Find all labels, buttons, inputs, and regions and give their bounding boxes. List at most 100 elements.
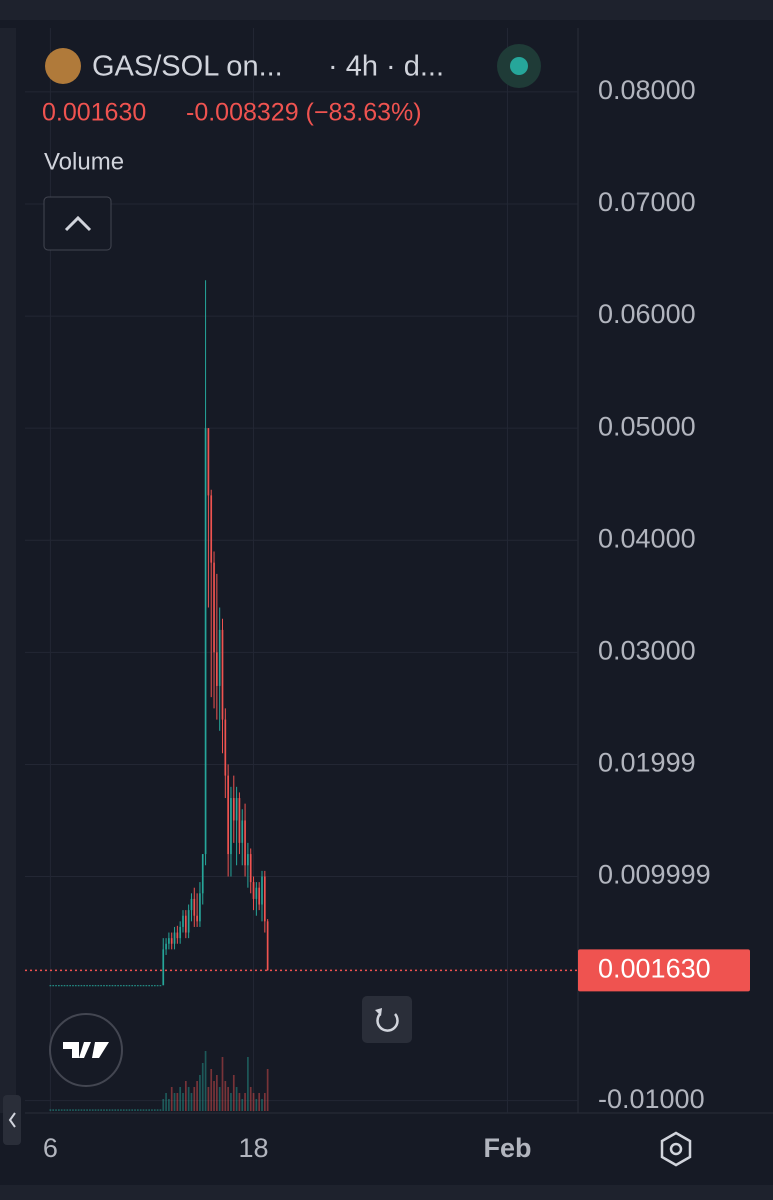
candle-body [128,985,131,987]
candle-body [139,985,142,987]
x-tick-label: Feb [483,1133,531,1163]
settings-icon[interactable] [660,1131,692,1167]
volume-bar [187,1087,190,1111]
candle-body [182,915,184,927]
candle-body [168,938,170,944]
volume-bar [207,1087,210,1111]
grid [25,28,578,1113]
candle-body [207,428,210,496]
volume-bar [55,1109,57,1111]
candle-body [179,926,182,939]
candle-body [131,985,134,987]
candle-body [72,985,74,987]
candle-body [60,985,63,987]
volume-bar [125,1109,128,1111]
volume-bar [238,1093,241,1111]
candle-body [263,876,266,922]
candle-body [184,915,187,933]
volume-bar [179,1087,182,1111]
candle-body [187,910,190,933]
volume-bar [86,1109,88,1111]
volume-bar [108,1109,111,1111]
candle-body [258,887,261,905]
candle-body [108,985,111,987]
volume-bar [156,1109,159,1111]
volume-bar [159,1109,162,1111]
volume-bar [266,1069,269,1111]
volume-bar [190,1093,193,1111]
candle-body [230,798,232,855]
volume-bar [49,1109,52,1111]
volume-bar [139,1109,142,1111]
status-dot [510,57,528,75]
candle-body [94,985,97,987]
volume-bar [216,1075,218,1111]
volume-bar [134,1109,136,1111]
candle-body [249,854,252,883]
candle-body [176,932,179,939]
candle-body [122,985,125,987]
volume-bar [221,1057,224,1111]
price-change: -0.008329 (−83.63%) [186,99,422,127]
volume-bar [77,1109,80,1111]
candle-body [159,985,162,987]
candle-body [213,562,215,653]
candle-body [69,985,71,987]
volume-bar [145,1109,148,1111]
reset-button[interactable] [362,996,412,1043]
volume-bar [184,1081,187,1111]
collapse-button[interactable] [43,196,112,251]
volume-bar [244,1093,246,1111]
volume-bar [137,1109,139,1111]
candle-body [216,652,218,686]
candle-body [100,985,103,987]
volume-bar [196,1081,198,1111]
candle-body [201,854,204,894]
side-tab[interactable] [3,1095,21,1145]
reset-icon [376,1013,399,1032]
candle-body [55,985,57,987]
volume-bar [103,1109,105,1111]
volume-bar [63,1109,66,1111]
candle-body [97,985,100,987]
candle-body [170,938,173,944]
candle-body [252,882,255,899]
x-tick-label: 6 [43,1133,58,1163]
candle-body [111,985,114,987]
last-price: 0.001630 [42,99,146,127]
candle-body [190,898,193,911]
volume-bar [263,1093,266,1111]
candle-body [151,985,153,987]
candle-body [227,775,229,855]
volume-bar [114,1109,117,1111]
candle-body [196,915,198,922]
candle-body [210,495,213,563]
volume-bar [210,1069,213,1111]
candle-body [244,820,246,866]
interval: · 4h · d... [328,51,444,83]
volume-bar [213,1081,215,1111]
volume-bar [201,1063,204,1111]
volume-bar [120,1109,122,1111]
volume-bar [204,1051,207,1111]
volume-bar [69,1109,71,1111]
candle-body [86,985,88,987]
plot [25,280,578,1111]
left-panel [0,28,16,1113]
chevron-icon [64,215,92,232]
candle-body [266,921,269,971]
candle-body [91,985,94,987]
volume-bar [128,1109,131,1111]
volume-bar [261,1099,263,1111]
volume-bar [193,1087,196,1111]
candle-body [137,985,139,987]
volume-bar [173,1093,176,1111]
candle-body [241,820,244,843]
volume-bar [227,1087,229,1111]
y-tick-label: 0.07000 [598,187,696,217]
volume-bar [255,1099,258,1111]
candle-body [89,985,91,987]
volume-bar [252,1093,255,1111]
candle-body [117,985,119,987]
